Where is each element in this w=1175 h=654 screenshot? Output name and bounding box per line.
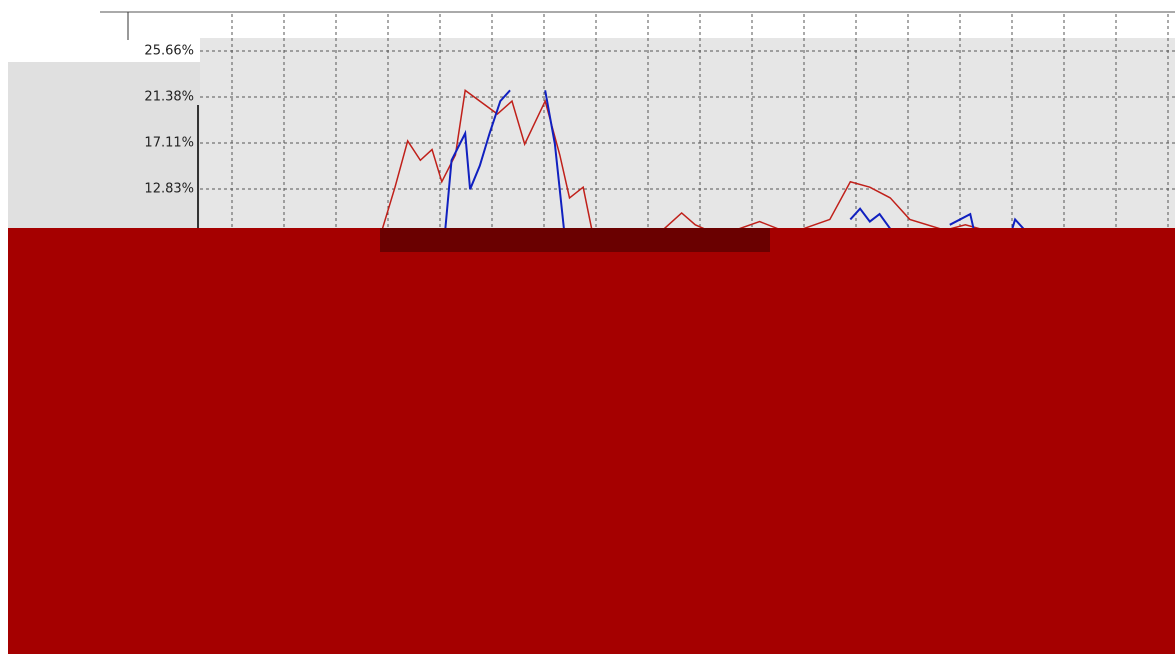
plot-area [200, 38, 1175, 238]
axis-panel [8, 62, 200, 242]
glitch-block [8, 228, 1175, 654]
glitch-strip [380, 228, 770, 252]
series-line [443, 89, 511, 236]
series-line [544, 90, 566, 236]
vertical-grid [231, 14, 1169, 245]
y-tick-label: 21.38% [144, 90, 194, 105]
y-tick-label: 17.11% [144, 135, 194, 150]
y-tick-label: 25.66% [144, 43, 194, 58]
series-line [849, 207, 896, 237]
y-tick-label: 12.83% [144, 181, 194, 196]
